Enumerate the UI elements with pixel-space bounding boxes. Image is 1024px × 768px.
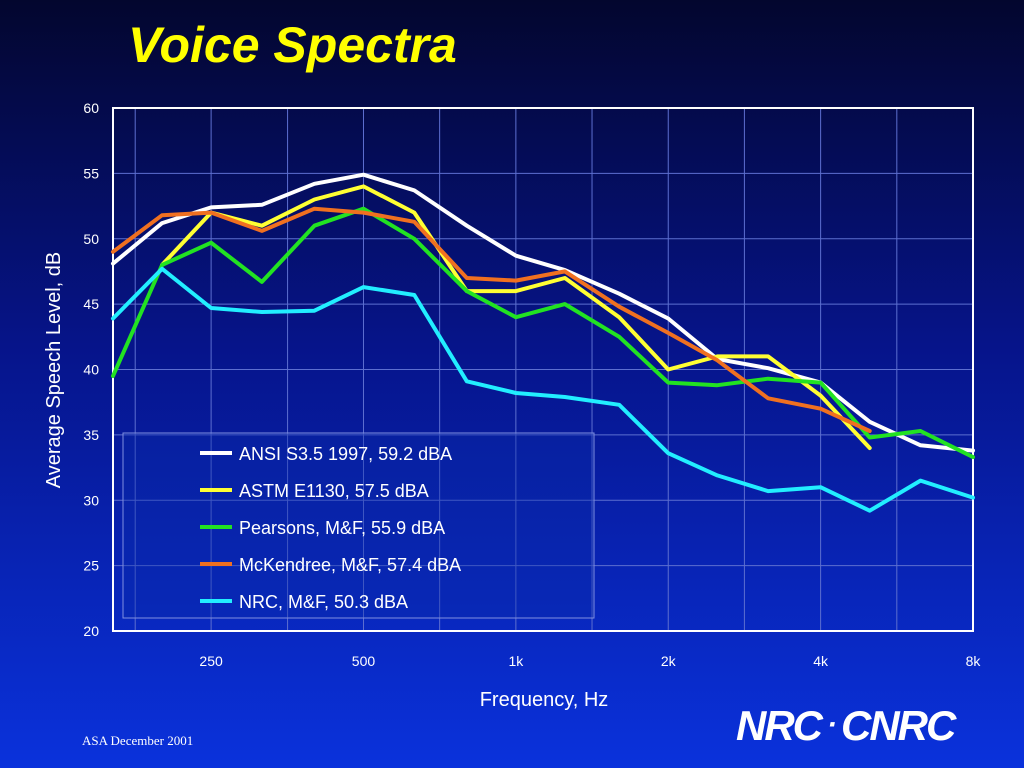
y-axis-label: Average Speech Level, dB [43,252,65,488]
plot-frame [112,107,974,632]
nrc-cnrc-logo: NRC · CNRC [736,700,976,752]
y-tick-label: 30 [83,492,99,508]
legend-label: NRC, M&F, 50.3 dBA [239,592,408,612]
y-tick-label: 35 [83,427,99,443]
series-line-2 [160,184,872,450]
legend-label: McKendree, M&F, 57.4 dBA [239,555,461,575]
y-tick-label: 55 [83,165,99,181]
x-tick-label: 250 [199,653,223,669]
y-tick-label: 20 [83,623,99,639]
x-tick-label: 8k [966,653,982,669]
grid-layer [113,108,973,631]
x-tick-label: 4k [813,653,829,669]
legend-label: Pearsons, M&F, 55.9 dBA [239,518,445,538]
legend-label: ANSI S3.5 1997, 59.2 dBA [239,444,452,464]
legend-label: ASTM E1130, 57.5 dBA [239,481,429,501]
logo-separator: · [827,708,837,741]
series-layer [111,172,975,513]
footer-text: ASA December 2001 [82,733,194,748]
x-tick-label: 500 [352,653,376,669]
x-tick-label: 1k [508,653,524,669]
x-tick-label: 2k [661,653,677,669]
y-tick-label: 60 [83,100,99,116]
legend: ANSI S3.5 1997, 59.2 dBA ASTM E1130, 57.5… [122,432,595,619]
axis-layer: 20 25 30 35 40 45 50 55 60 250 500 1k 2k 4k 8k [83,100,981,669]
y-tick-label: 50 [83,231,99,247]
series-line-5 [111,266,975,513]
series-line-3 [111,206,975,460]
logo-nrc: NRC [736,702,823,749]
y-tick-label: 40 [83,362,99,378]
y-tick-label: 25 [83,558,99,574]
logo-cnrc: CNRC [841,702,956,749]
series-line-4 [111,206,872,433]
x-axis-label: Frequency, Hz [480,689,609,711]
chart-title: Voice Spectra [128,17,457,73]
y-tick-label: 45 [83,296,99,312]
